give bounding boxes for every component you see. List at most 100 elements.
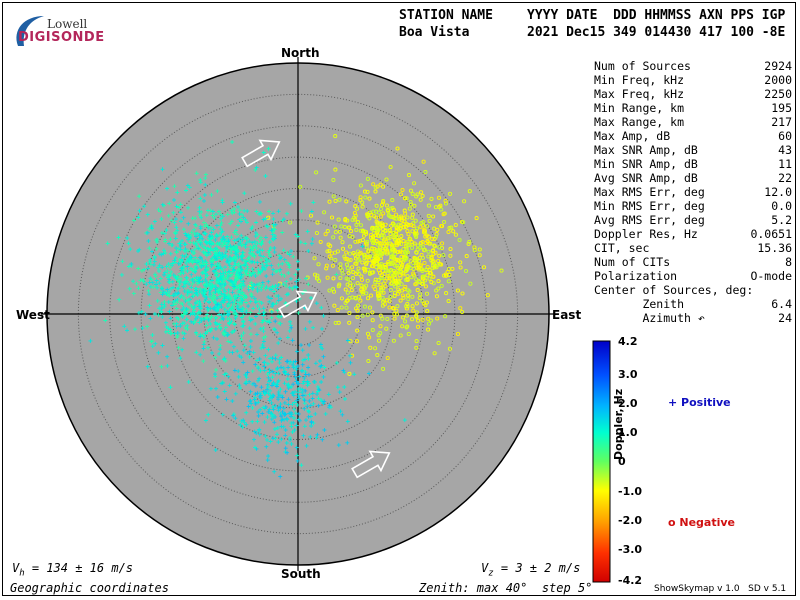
source-point-positive <box>343 397 347 401</box>
source-point-positive <box>231 413 236 418</box>
source-point-negative <box>351 251 356 256</box>
source-point-positive <box>232 302 237 307</box>
source-point-positive <box>219 239 224 244</box>
source-point-negative <box>426 249 431 254</box>
source-point-positive <box>194 234 198 239</box>
source-point-negative <box>370 327 375 333</box>
source-point-negative <box>388 164 393 170</box>
source-point-positive <box>244 379 249 384</box>
source-point-positive <box>270 414 274 419</box>
source-point-positive <box>289 414 293 419</box>
source-point-positive <box>267 319 272 324</box>
source-point-positive <box>274 301 279 306</box>
source-point-positive <box>154 278 159 283</box>
source-point-positive <box>220 412 225 417</box>
source-point-negative <box>360 291 365 296</box>
source-point-positive <box>200 271 205 276</box>
source-point-positive <box>170 303 174 308</box>
source-point-negative <box>374 239 379 244</box>
source-point-positive <box>247 399 252 404</box>
source-point-positive <box>257 250 262 255</box>
source-point-negative <box>359 283 364 288</box>
source-point-positive <box>274 384 279 389</box>
source-point-positive <box>214 246 218 251</box>
source-point-positive <box>257 299 262 304</box>
source-point-positive <box>250 369 255 374</box>
stats-table: Num of Sources 2924 Min Freq, kHz 2000 Max F… <box>594 59 792 325</box>
source-point-negative <box>418 292 423 297</box>
source-point-positive <box>160 292 165 297</box>
source-point-positive <box>248 389 253 394</box>
version-label: ShowSkymap v 1.0 SD v 5.1 <box>654 584 787 594</box>
header-values: 2021 Dec15 349 014430 417 100 -8E <box>527 25 786 40</box>
source-point-positive <box>242 420 247 425</box>
source-point-positive <box>191 320 196 325</box>
source-point-positive <box>236 204 240 209</box>
source-point-positive <box>154 246 159 251</box>
source-point-positive <box>288 276 293 281</box>
source-point-negative <box>325 249 330 254</box>
source-point-positive <box>267 240 272 245</box>
source-point-positive <box>289 325 294 330</box>
source-point-positive <box>284 359 289 364</box>
source-point-positive <box>210 278 214 283</box>
source-point-positive <box>292 416 296 420</box>
source-point-positive <box>271 217 276 222</box>
stat-row: Max Amp, dB 60 <box>594 129 792 143</box>
source-point-negative <box>323 232 328 237</box>
source-point-positive <box>182 321 187 326</box>
source-point-negative <box>407 206 412 211</box>
source-point-positive <box>281 424 286 429</box>
source-point-positive <box>263 216 268 221</box>
source-point-negative <box>419 190 424 195</box>
source-point-negative <box>444 291 449 296</box>
source-point-positive <box>219 300 224 304</box>
source-point-negative <box>379 206 384 212</box>
source-point-positive <box>267 379 272 384</box>
source-point-positive <box>175 274 180 279</box>
source-point-positive <box>250 246 255 251</box>
source-point-positive <box>155 298 160 303</box>
stat-row: Min SNR Amp, dB 11 <box>594 157 792 171</box>
source-point-positive <box>209 192 214 197</box>
source-point-negative <box>353 296 359 301</box>
source-point-positive <box>172 184 177 189</box>
source-point-positive <box>148 316 153 321</box>
source-point-positive <box>145 230 150 235</box>
source-point-negative <box>378 313 383 318</box>
source-point-positive <box>184 260 189 265</box>
source-point-negative <box>325 275 330 280</box>
source-point-negative <box>439 207 444 212</box>
source-point-positive <box>268 411 273 416</box>
source-point-positive <box>301 379 306 384</box>
source-point-positive <box>208 281 212 286</box>
source-point-positive <box>186 297 191 302</box>
source-point-negative <box>383 262 388 267</box>
source-point-negative <box>392 223 397 228</box>
source-point-positive <box>144 282 149 287</box>
source-point-negative <box>360 229 365 234</box>
source-point-positive <box>234 232 239 237</box>
source-point-positive <box>212 255 217 259</box>
source-point-negative <box>472 245 477 250</box>
source-point-positive <box>172 258 177 263</box>
source-point-positive <box>207 241 212 246</box>
source-point-negative <box>370 225 375 230</box>
source-point-negative <box>340 246 346 251</box>
source-point-positive <box>240 212 244 217</box>
source-point-positive <box>166 213 171 218</box>
source-point-negative <box>397 249 402 254</box>
source-point-positive <box>267 396 272 401</box>
source-point-positive <box>310 391 315 396</box>
source-point-positive <box>233 228 238 233</box>
source-point-positive <box>180 238 184 243</box>
source-point-negative <box>347 251 352 256</box>
source-point-positive <box>352 372 357 377</box>
source-point-positive <box>225 309 230 314</box>
source-point-positive <box>269 309 274 314</box>
source-point-positive <box>222 298 227 303</box>
source-point-positive <box>295 398 299 403</box>
source-point-positive <box>240 237 245 242</box>
source-point-positive <box>178 210 183 215</box>
source-point-positive <box>227 350 232 355</box>
